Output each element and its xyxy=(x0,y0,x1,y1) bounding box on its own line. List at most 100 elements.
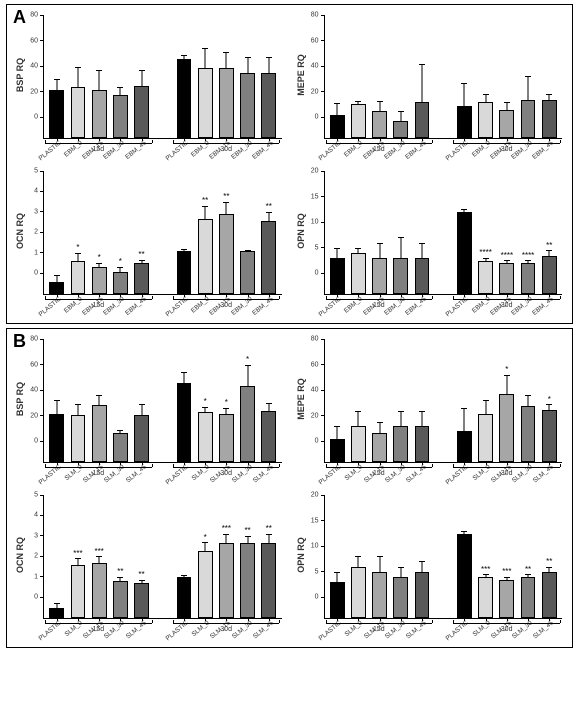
ytick-label: 5 xyxy=(34,168,38,175)
bar xyxy=(198,68,213,138)
chart-a-bsp: BSP RQ020406080PLASTICEBM_0EBM_15EBM_30E… xyxy=(13,11,286,163)
bar xyxy=(521,100,536,138)
significance-marker: *** xyxy=(73,550,82,558)
panel-b: B BSP RQ020406080PLASTICSLM_0SLM_15SLM_3… xyxy=(6,328,573,648)
significance-marker: * xyxy=(505,366,508,374)
panel-a-row2: OCN RQ012345PLASTIC*EBM_0*EBM_15*EBM_30*… xyxy=(9,165,570,321)
bar xyxy=(92,405,107,462)
group-label: 15d xyxy=(93,626,105,633)
panel-a-row1: BSP RQ 020406080PLASTICEBM_0EBM_15EBM_30E… xyxy=(9,9,570,165)
ytick-label: 5 xyxy=(315,568,319,575)
bar xyxy=(521,263,536,294)
bar xyxy=(372,258,387,294)
plot-area: 05101520PLASTICSLM_0SLM_15SLM_30SLM_45PL… xyxy=(324,495,563,619)
plot-area: 012345PLASTIC*EBM_0*EBM_15*EBM_30**EBM_4… xyxy=(43,171,282,295)
bar xyxy=(393,121,408,138)
bar xyxy=(415,258,430,294)
plot-area: 020406080PLASTICSLM_0SLM_15SLM_30SLM_45P… xyxy=(43,339,282,463)
bar xyxy=(457,212,472,294)
plot-area: 012345PLASTIC***SLM_0***SLM_15**SLM_30**… xyxy=(43,495,282,619)
bar xyxy=(198,551,213,618)
ytick-label: 10 xyxy=(311,219,319,226)
bar xyxy=(351,104,366,138)
bar xyxy=(372,111,387,138)
bar xyxy=(240,543,255,618)
group-label: 30d xyxy=(220,302,232,309)
bar xyxy=(177,59,192,138)
plot-area: 020406080PLASTICEBM_0EBM_15EBM_30EBM_45P… xyxy=(324,15,563,139)
significance-marker: *** xyxy=(481,566,490,574)
bar xyxy=(457,431,472,462)
bar xyxy=(351,426,366,462)
plot-area: 020406080PLASTICSLM_0SLM_15SLM_30SLM_45P… xyxy=(324,339,563,463)
group-label: 15d xyxy=(93,302,105,309)
significance-marker: *** xyxy=(222,525,231,533)
panel-b-row1: BSP RQ 020406080PLASTICSLM_0SLM_15SLM_30S… xyxy=(9,333,570,489)
bar xyxy=(177,251,192,294)
bar xyxy=(393,577,408,618)
group-label: 30d xyxy=(501,470,513,477)
bar xyxy=(478,414,493,462)
significance-marker: ** xyxy=(138,251,144,259)
ytick-label: 40 xyxy=(311,63,319,70)
group-label: 15d xyxy=(373,146,385,153)
bar xyxy=(113,433,128,462)
ytick-label: 0 xyxy=(34,594,38,601)
bar xyxy=(49,90,64,138)
bar xyxy=(542,410,557,462)
ytick-label: 0 xyxy=(315,594,319,601)
significance-marker: ** xyxy=(266,525,272,533)
bar xyxy=(71,565,86,618)
panel-a: A BSP RQ020406080PLASTICEBM_0EBM_15EBM_3… xyxy=(6,4,573,324)
bar xyxy=(49,414,64,462)
ytick-label: 20 xyxy=(311,168,319,175)
bar xyxy=(240,73,255,138)
ytick-label: 1 xyxy=(34,249,38,256)
bar xyxy=(261,221,276,294)
group-label: 15d xyxy=(93,146,105,153)
bar xyxy=(92,267,107,294)
significance-marker: ** xyxy=(546,558,552,566)
ytick-label: 20 xyxy=(30,412,38,419)
significance-marker: **** xyxy=(501,252,513,260)
significance-marker: *** xyxy=(502,568,511,576)
bar xyxy=(219,214,234,294)
significance-marker: ** xyxy=(202,197,208,205)
significance-marker: * xyxy=(204,534,207,542)
bar xyxy=(372,433,387,462)
ylabel: BSP RQ xyxy=(15,382,25,416)
ytick-label: 4 xyxy=(34,512,38,519)
significance-marker: * xyxy=(76,244,79,252)
chart-b-bsp: BSP RQ 020406080PLASTICSLM_0SLM_15SLM_30S… xyxy=(13,335,286,487)
ylabel: OCN RQ xyxy=(15,537,25,573)
ytick-label: 3 xyxy=(34,208,38,215)
ytick-label: 15 xyxy=(311,517,319,524)
bar xyxy=(113,95,128,138)
bar xyxy=(92,90,107,138)
ytick-label: 60 xyxy=(311,37,319,44)
ytick-label: 0 xyxy=(34,114,38,121)
ytick-label: 5 xyxy=(34,492,38,499)
bar xyxy=(372,572,387,618)
ytick-label: 20 xyxy=(311,88,319,95)
significance-marker: * xyxy=(98,254,101,262)
bar xyxy=(499,263,514,294)
bar xyxy=(499,580,514,618)
chart-a-ocn: OCN RQ012345PLASTIC*EBM_0*EBM_15*EBM_30*… xyxy=(13,167,286,319)
ylabel: OCN RQ xyxy=(15,213,25,249)
bar xyxy=(351,253,366,294)
ytick-label: 20 xyxy=(311,412,319,419)
significance-marker: ** xyxy=(138,571,144,579)
bar xyxy=(49,608,64,618)
bar xyxy=(457,106,472,138)
bar xyxy=(113,272,128,294)
bar xyxy=(134,86,149,138)
ytick-label: 60 xyxy=(30,37,38,44)
bar xyxy=(499,394,514,462)
significance-marker: * xyxy=(246,356,249,364)
group-label: 30d xyxy=(501,302,513,309)
bar xyxy=(240,251,255,294)
ylabel: BSP RQ xyxy=(15,58,25,92)
ytick-label: 3 xyxy=(34,532,38,539)
ytick-label: 2 xyxy=(34,229,38,236)
